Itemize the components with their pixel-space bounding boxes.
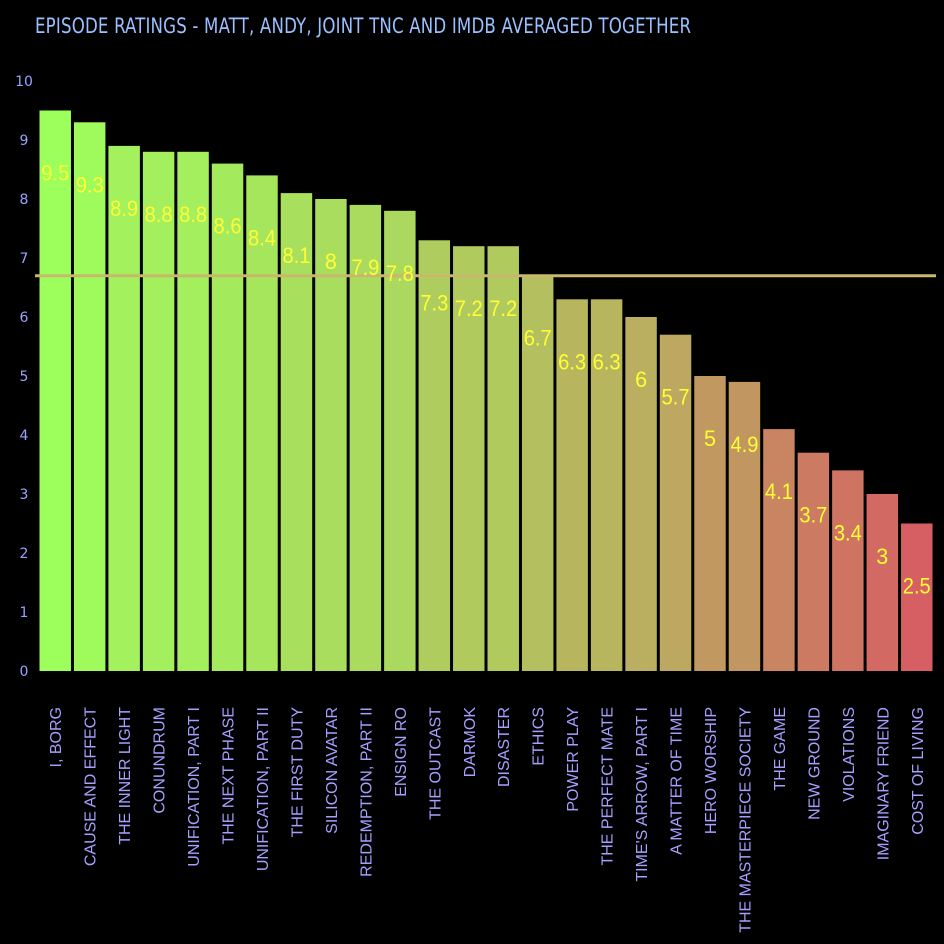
- bar-value-label: 6.3: [593, 349, 621, 374]
- bar-value-label: 7.2: [489, 296, 517, 321]
- y-tick-label: 9: [20, 133, 29, 149]
- bar-value-label: 8.6: [214, 214, 242, 239]
- x-tick-label: THE INNER LIGHT: [117, 707, 134, 845]
- x-tick-label: I, BORG: [48, 707, 65, 767]
- bar-value-label: 8.1: [282, 243, 310, 268]
- bar: [728, 381, 761, 671]
- bar: [142, 151, 175, 672]
- y-tick-label: 1: [20, 605, 29, 621]
- bar-value-label: 5: [704, 426, 716, 451]
- bar-value-label: 2.5: [903, 574, 931, 599]
- x-tick-label: IMAGINARY FRIEND: [875, 707, 892, 860]
- bar-value-label: 6.3: [558, 349, 586, 374]
- x-tick-label: THE MASTERPIECE SOCIETY: [737, 707, 754, 933]
- bar-value-label: 7.3: [420, 290, 448, 315]
- x-tick-label: THE GAME: [772, 707, 789, 791]
- bar-value-label: 7.8: [386, 261, 414, 286]
- bar-value-label: 3.7: [799, 503, 827, 528]
- bar-value-label: 6.7: [524, 326, 552, 351]
- chart-title: EPISODE RATINGS - MATT, ANDY, JOINT TNC …: [35, 14, 692, 38]
- bar-value-label: 3: [876, 544, 888, 569]
- bar: [487, 246, 519, 671]
- y-tick-label: 4: [20, 428, 29, 444]
- bar-value-label: 6: [635, 367, 647, 392]
- x-tick-label: NEW GROUND: [806, 707, 823, 820]
- y-tick-label: 0: [20, 664, 29, 680]
- x-tick-label: ETHICS: [531, 707, 548, 766]
- x-tick-label: VIOLATIONS: [841, 707, 858, 802]
- bar: [280, 193, 313, 671]
- bar: [246, 175, 278, 671]
- bar: [177, 151, 209, 672]
- x-tick-label: THE PERFECT MATE: [600, 707, 617, 866]
- bar: [659, 334, 692, 671]
- bar-value-label: 8.4: [248, 225, 276, 250]
- x-tick-label: DARMOK: [462, 707, 479, 778]
- x-tick-label: COST OF LIVING: [910, 707, 927, 835]
- x-tick-label: THE FIRST DUTY: [289, 707, 306, 838]
- y-axis: 0 1 2 3 4 5 6 7 8 9 10: [15, 74, 33, 680]
- bars: [39, 110, 933, 672]
- bar-value-label: 8.8: [179, 202, 207, 227]
- bar-labels: 9.5 9.38.9 8.8 8.8 8.6 8.48.1 8 7.9 7.87.3 7.2 7.2…: [41, 161, 931, 599]
- bar: [108, 145, 140, 671]
- x-tick-label: SILICON AVATAR: [324, 707, 341, 834]
- bar: [625, 317, 657, 671]
- y-tick-label: 5: [20, 369, 29, 385]
- bar-value-label: 8.8: [145, 202, 173, 227]
- bar: [39, 110, 71, 671]
- bar: [73, 122, 106, 672]
- bar: [763, 429, 795, 671]
- y-tick-label: 10: [15, 74, 33, 90]
- y-tick-label: 6: [20, 310, 29, 326]
- x-tick-label: CAUSE AND EFFECT: [83, 707, 100, 866]
- y-tick-label: 8: [20, 192, 29, 208]
- x-tick-label: THE NEXT PHASE: [221, 707, 238, 845]
- bar: [418, 240, 451, 672]
- bar-value-label: 7.2: [455, 296, 483, 321]
- y-tick-label: 3: [20, 487, 29, 503]
- bar-value-label: 3.4: [834, 520, 862, 545]
- bar: [349, 204, 382, 671]
- bar-value-label: 4.9: [730, 432, 758, 457]
- bar: [590, 299, 623, 671]
- bar: [694, 376, 726, 671]
- x-tick-label: POWER PLAY: [565, 707, 582, 812]
- bar-value-label: 8.9: [110, 196, 138, 221]
- bar: [384, 210, 416, 672]
- bar-value-label: 9.3: [76, 172, 104, 197]
- y-tick-label: 2: [20, 546, 29, 562]
- x-tick-label: THE OUTCAST: [427, 707, 444, 820]
- x-tick-label: TIME'S ARROW, PART I: [634, 707, 651, 882]
- x-tick-label: UNIFICATION, PART I: [186, 707, 203, 867]
- x-tick-label: CONUNDRUM: [152, 707, 169, 814]
- x-tick-label: UNIFICATION, PART II: [255, 707, 272, 871]
- bar: [453, 246, 485, 671]
- bar-value-label: 7.9: [351, 255, 379, 280]
- bar: [315, 199, 347, 671]
- bar: [521, 275, 554, 671]
- x-tick-label: DISASTER: [496, 707, 513, 787]
- bar-value-label: 5.7: [662, 385, 690, 410]
- x-tick-label: REDEMPTION, PART II: [358, 707, 375, 877]
- bar: [211, 163, 244, 671]
- bar: [556, 299, 588, 671]
- bar: [832, 470, 864, 671]
- bar: [901, 523, 933, 671]
- bar: [866, 494, 899, 671]
- bar: [797, 452, 830, 671]
- x-tick-label: ENSIGN RO: [393, 707, 410, 797]
- bar-value-label: 9.5: [41, 161, 69, 186]
- x-tick-label: HERO WORSHIP: [703, 707, 720, 834]
- bar-value-label: 4.1: [765, 479, 793, 504]
- x-axis: I, BORG CAUSE AND EFFECT THE INNER LIGHT CO…: [48, 707, 927, 933]
- y-tick-label: 7: [20, 251, 29, 267]
- x-tick-label: A MATTER OF TIME: [669, 707, 686, 855]
- bar-value-label: 8: [325, 249, 337, 274]
